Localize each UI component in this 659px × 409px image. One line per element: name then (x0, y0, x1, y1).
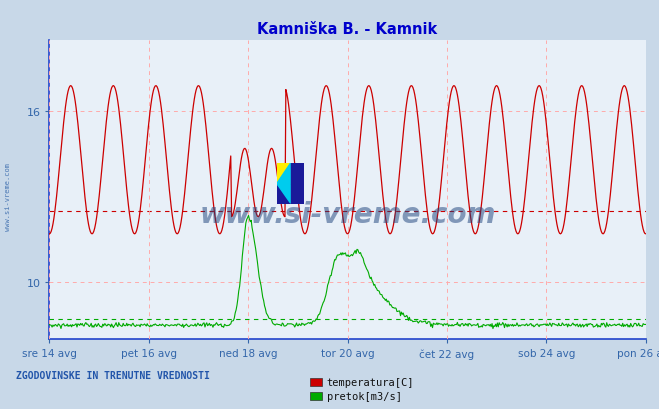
Polygon shape (291, 164, 304, 184)
Text: ZGODOVINSKE IN TRENUTNE VREDNOSTI: ZGODOVINSKE IN TRENUTNE VREDNOSTI (16, 370, 210, 380)
Polygon shape (277, 184, 304, 204)
Text: pretok[m3/s]: pretok[m3/s] (327, 391, 402, 401)
Polygon shape (277, 164, 304, 184)
Text: www.si-vreme.com: www.si-vreme.com (200, 200, 496, 228)
Text: www.si-vreme.com: www.si-vreme.com (5, 162, 11, 230)
Title: Kamniška B. - Kamnik: Kamniška B. - Kamnik (258, 22, 438, 37)
Polygon shape (277, 184, 291, 204)
Text: temperatura[C]: temperatura[C] (327, 378, 415, 387)
Polygon shape (277, 164, 291, 184)
